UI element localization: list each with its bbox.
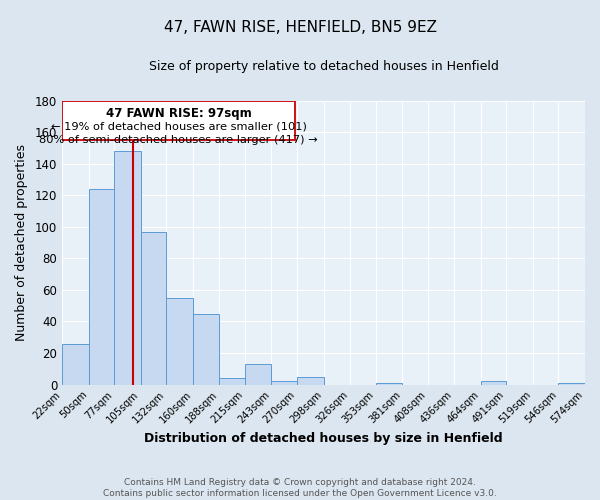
Title: Size of property relative to detached houses in Henfield: Size of property relative to detached ho… <box>149 60 499 73</box>
Text: 47, FAWN RISE, HENFIELD, BN5 9EZ: 47, FAWN RISE, HENFIELD, BN5 9EZ <box>163 20 437 35</box>
Bar <box>141 232 166 384</box>
Bar <box>193 314 220 384</box>
Bar <box>271 382 297 384</box>
X-axis label: Distribution of detached houses by size in Henfield: Distribution of detached houses by size … <box>144 432 503 445</box>
Bar <box>114 151 141 384</box>
Bar <box>297 376 323 384</box>
Bar <box>89 189 114 384</box>
Text: ← 19% of detached houses are smaller (101): ← 19% of detached houses are smaller (10… <box>51 121 307 131</box>
Text: 80% of semi-detached houses are larger (417) →: 80% of semi-detached houses are larger (… <box>40 136 318 145</box>
Text: 47 FAWN RISE: 97sqm: 47 FAWN RISE: 97sqm <box>106 107 251 120</box>
FancyBboxPatch shape <box>62 100 295 140</box>
Bar <box>166 298 193 384</box>
Bar <box>559 383 585 384</box>
Text: Contains HM Land Registry data © Crown copyright and database right 2024.
Contai: Contains HM Land Registry data © Crown c… <box>103 478 497 498</box>
Bar <box>481 382 506 384</box>
Bar <box>220 378 245 384</box>
Y-axis label: Number of detached properties: Number of detached properties <box>15 144 28 341</box>
Bar <box>376 383 402 384</box>
Bar <box>245 364 271 384</box>
Bar <box>62 344 89 384</box>
